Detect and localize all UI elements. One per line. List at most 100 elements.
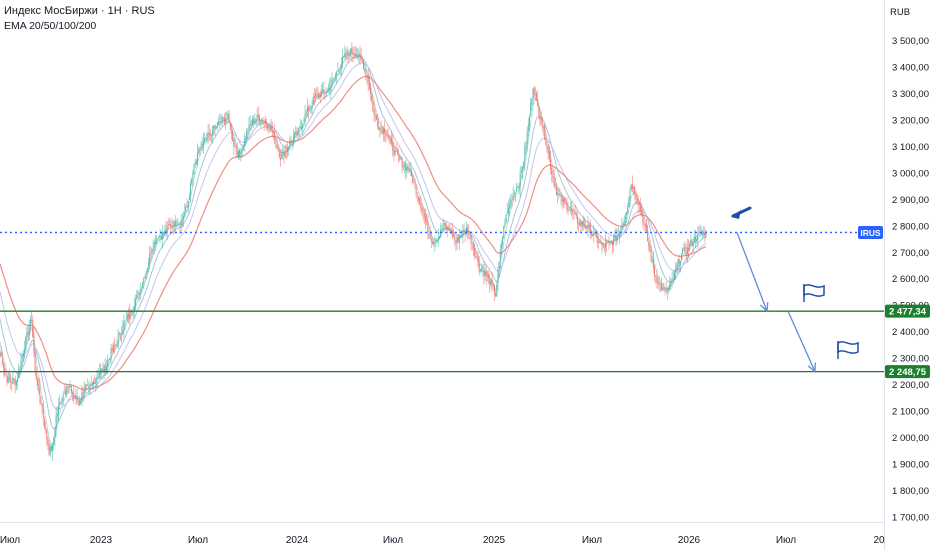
candle-body [332,78,334,80]
candle-body [579,221,581,226]
candle-body [426,220,428,223]
candle-body [465,227,467,233]
candle-body [273,131,275,133]
candle-body [70,385,72,394]
candle-body [164,230,166,235]
candle-body [394,150,396,156]
candle-body [133,306,135,310]
candle-body [490,280,492,286]
candle-body [510,200,512,208]
candle-body [373,109,375,115]
candle-body [568,209,570,211]
candle-body [323,89,325,92]
candle-body [156,239,158,244]
candle-body [430,238,432,242]
candle-body [82,392,84,395]
candle-body [298,127,300,130]
candle-body [493,285,495,295]
y-tick-label: 2 400,00 [892,327,929,338]
candle-body [474,248,476,256]
candle-body [602,243,604,247]
candle-body [81,393,83,402]
candle-body [195,160,197,165]
candle-body [340,63,342,69]
candle-body [565,202,567,204]
candle-body [115,344,117,346]
candle-body [461,235,463,237]
candle-body [360,55,362,60]
candle-body [202,141,204,145]
candle-body [157,239,159,241]
candle-body [486,276,488,278]
candle-body [269,126,271,130]
candle-body [73,394,75,396]
candle-body [178,223,180,225]
candle-body [84,385,86,389]
candle-body [43,419,45,427]
candle-body [389,139,391,141]
candle-body [3,365,5,369]
candle-body [682,248,684,254]
candle-body [594,233,596,235]
candle-body [221,116,223,122]
candle-body [583,226,585,228]
candle-body [444,222,446,226]
candle-body [691,240,693,245]
candle-body [223,117,225,123]
y-tick-label: 2 700,00 [892,248,929,259]
ema-line-100 [0,62,707,410]
candle-body [656,275,658,283]
candle-body [573,212,575,214]
candle-body [527,124,529,132]
candle-body [256,114,258,119]
candle-body [288,147,290,150]
candle-body [485,271,487,277]
candle-body [586,227,588,229]
candle-body [136,294,138,299]
candle-body [492,283,494,286]
candle-body [505,214,507,224]
candle-body [628,198,630,207]
candle-body [47,438,49,446]
candle-body [416,194,418,196]
candle-body [603,247,605,249]
candle-body [697,233,699,241]
candle-body [633,187,635,190]
candle-body [93,381,95,385]
candle-body [28,327,30,336]
candle-body [388,137,390,139]
candle-body [550,159,552,170]
candle-body [585,226,587,229]
candle-body [419,199,421,203]
projection-arrow-1 [736,232,768,312]
candle-body [311,105,313,107]
candle-body [665,289,667,292]
candle-body [644,223,646,226]
candle-body [172,225,174,228]
price-scale-unit: RUB [890,7,910,18]
candle-body [698,231,700,233]
candle-body [406,167,408,172]
candle-body [479,269,481,272]
x-tick-label: Июл [582,535,602,546]
candle-body [357,56,359,58]
y-tick-label: 3 400,00 [892,63,929,74]
candle-body [624,216,626,219]
candle-body [21,355,23,360]
candle-body [534,94,536,96]
flag-icon-1 [803,284,825,297]
candle-body [60,403,62,405]
candle-body [482,270,484,272]
candle-body [240,156,242,158]
candle-body [285,150,287,152]
candle-body [190,183,192,196]
candle-body [543,126,545,128]
candle-body [488,275,490,278]
candle-body [149,254,151,264]
candle-body [38,384,40,386]
current-price-tag [858,225,883,239]
candle-body [214,125,216,129]
candle-body [529,116,530,126]
